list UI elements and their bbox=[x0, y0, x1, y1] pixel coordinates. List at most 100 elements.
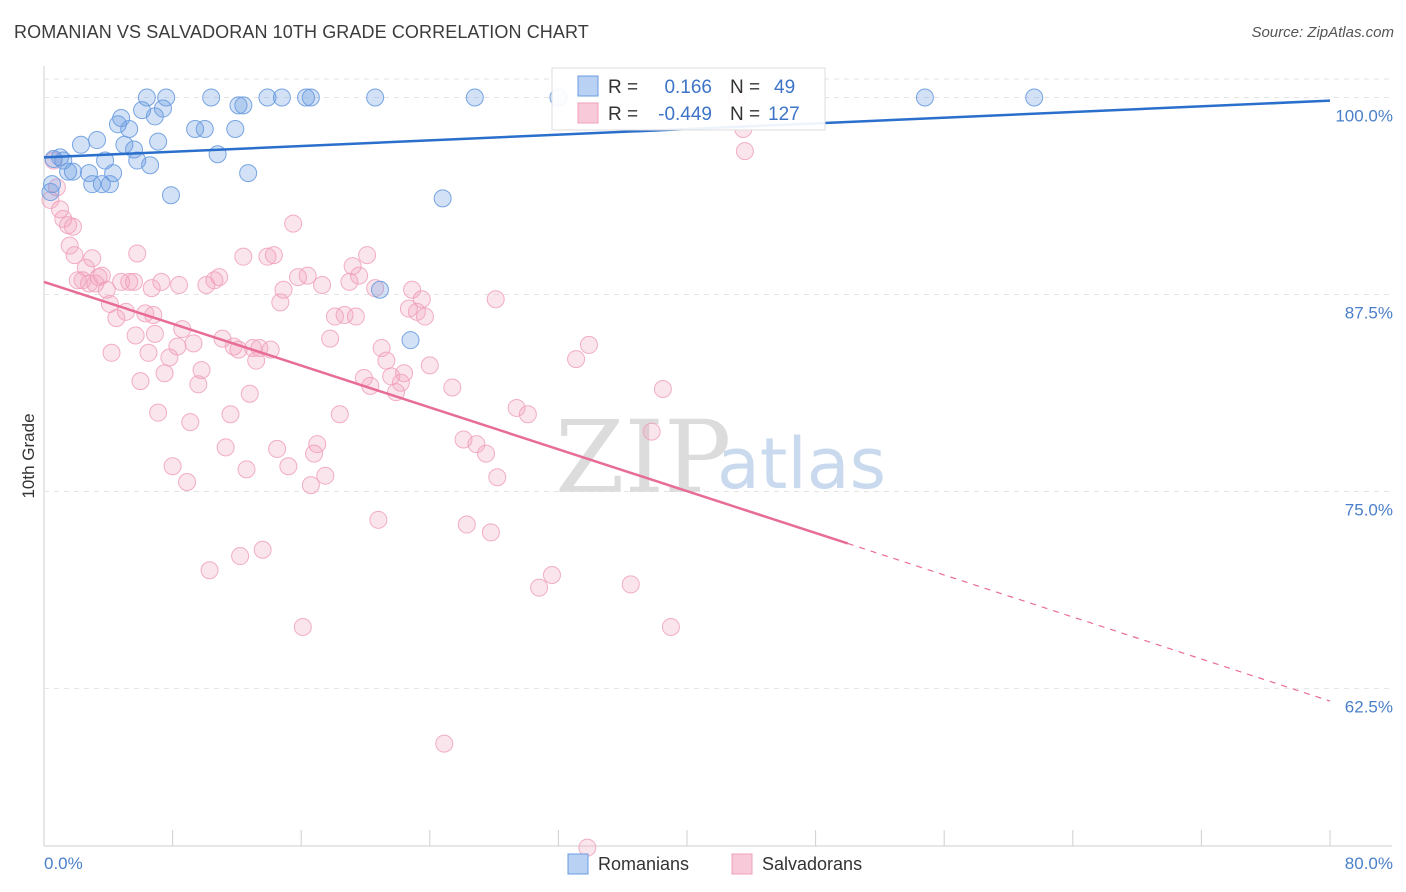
salvadoran-point bbox=[205, 271, 224, 290]
salvadoran-trend-extrapolation bbox=[847, 542, 1331, 702]
salvadoran-point bbox=[131, 372, 150, 391]
salvadoran-point bbox=[313, 276, 332, 295]
salvadoran-point bbox=[274, 280, 293, 299]
salvadoran-point bbox=[403, 280, 422, 299]
romanian-point bbox=[88, 131, 107, 150]
romanian-point bbox=[226, 120, 245, 139]
salvadoran-point bbox=[321, 329, 340, 348]
romanian-point bbox=[63, 162, 82, 181]
salvadoran-point bbox=[221, 405, 240, 424]
salvadoran-point bbox=[481, 523, 500, 542]
salvadoran-point bbox=[387, 383, 406, 402]
salvadoran-point bbox=[486, 290, 505, 309]
legend-swatch-romanians[interactable] bbox=[567, 853, 589, 875]
salvadoran-point bbox=[279, 457, 298, 476]
salvadoran-point bbox=[457, 515, 476, 534]
stats-legend-swatch-romanian bbox=[577, 75, 599, 97]
romanian-point bbox=[100, 175, 119, 194]
y-tick-label-0: 62.5% bbox=[1345, 697, 1393, 716]
salvadoran-point bbox=[346, 307, 365, 326]
salvadoran-point bbox=[125, 272, 144, 291]
romanian-point bbox=[366, 88, 385, 107]
romanian-point bbox=[137, 88, 156, 107]
salvadoran-point bbox=[330, 405, 349, 424]
romanian-point bbox=[59, 162, 78, 181]
salvadoran-point bbox=[621, 575, 640, 594]
romanian-point bbox=[96, 151, 115, 170]
salvadoran-point bbox=[200, 561, 219, 580]
stats-r-label-salvadoran: R = bbox=[608, 104, 638, 125]
romanian-point bbox=[433, 189, 452, 208]
salvadoran-point bbox=[107, 309, 126, 328]
salvadoran-point bbox=[97, 280, 116, 299]
salvadoran-point bbox=[301, 476, 320, 495]
romanian-point bbox=[195, 120, 214, 139]
romanian-point bbox=[186, 120, 205, 139]
salvadoran-point bbox=[391, 373, 410, 392]
romanian-point bbox=[83, 175, 102, 194]
salvadoran-point bbox=[395, 364, 414, 383]
salvadoran-point bbox=[60, 236, 79, 255]
salvadoran-point bbox=[377, 351, 396, 370]
salvadoran-point bbox=[443, 378, 462, 397]
salvadoran-point bbox=[264, 246, 283, 265]
romanian-point bbox=[141, 156, 160, 175]
salvadoran-point bbox=[184, 334, 203, 353]
salvadoran-point bbox=[507, 398, 526, 417]
salvadoran-point bbox=[325, 307, 344, 326]
stats-r-label-romanian: R = bbox=[608, 77, 638, 98]
salvadoran-point bbox=[642, 422, 661, 441]
salvadoran-point bbox=[661, 617, 680, 636]
y-axis-label: 10th Grade bbox=[19, 413, 38, 498]
x-tick-marks bbox=[43, 830, 1331, 846]
salvadoran-point bbox=[343, 257, 362, 276]
salvadoran-point bbox=[293, 617, 312, 636]
salvadoran-point bbox=[189, 375, 208, 394]
salvadoran-point bbox=[567, 350, 586, 369]
salvadoran-point bbox=[65, 246, 84, 265]
salvadoran-point bbox=[170, 276, 189, 295]
legend-swatch-salvadorans[interactable] bbox=[731, 853, 753, 875]
romanian-point bbox=[301, 88, 320, 107]
x-tick-label-max: 80.0% bbox=[1345, 854, 1393, 873]
legend-label-romanians[interactable]: Romanians bbox=[598, 854, 689, 874]
romanian-point bbox=[465, 88, 484, 107]
salvadoran-point bbox=[152, 272, 171, 291]
salvadoran-point bbox=[68, 271, 87, 290]
chart-title: ROMANIAN VS SALVADORAN 10TH GRADE CORREL… bbox=[14, 22, 589, 42]
legend-label-salvadorans[interactable]: Salvadorans bbox=[762, 854, 862, 874]
romanian-point bbox=[239, 164, 258, 183]
stats-legend: R = 0.166 N = 49 R = -0.449 N = 127 bbox=[551, 67, 826, 131]
romanian-point bbox=[104, 164, 123, 183]
romanian-point bbox=[202, 88, 221, 107]
salvadoran-point bbox=[288, 268, 307, 287]
salvadoran-point bbox=[268, 439, 287, 458]
salvadoran-point bbox=[435, 734, 454, 753]
romanian-point bbox=[44, 149, 63, 168]
salvadoran-point bbox=[735, 142, 754, 161]
romanian-point bbox=[71, 135, 90, 154]
salvadoran-point bbox=[92, 266, 111, 285]
salvadoran-point bbox=[120, 272, 139, 291]
romanian-point bbox=[370, 280, 389, 299]
stats-n-label-romanian: N = bbox=[730, 77, 760, 98]
romanian-point bbox=[401, 331, 420, 350]
salvadoran-point bbox=[579, 335, 598, 354]
x-tick-label-min: 0.0% bbox=[44, 854, 83, 873]
salvadoran-point bbox=[89, 268, 108, 287]
salvadoran-point bbox=[350, 266, 369, 285]
watermark-atlas: atlas bbox=[717, 423, 886, 505]
salvadoran-trend-line bbox=[43, 280, 849, 545]
romanian-point bbox=[157, 88, 176, 107]
salvadoran-point bbox=[139, 343, 158, 362]
salvadoran-point bbox=[488, 468, 507, 487]
salvadoran-point bbox=[210, 268, 229, 287]
stats-legend-swatch-salvadoran bbox=[577, 102, 599, 124]
salvadoran-point bbox=[149, 403, 168, 422]
romanian-point bbox=[149, 132, 168, 151]
salvadoran-point bbox=[518, 405, 537, 424]
salvadoran-point bbox=[305, 444, 324, 463]
romanian-point bbox=[258, 88, 277, 107]
salvadoran-point bbox=[80, 274, 99, 293]
